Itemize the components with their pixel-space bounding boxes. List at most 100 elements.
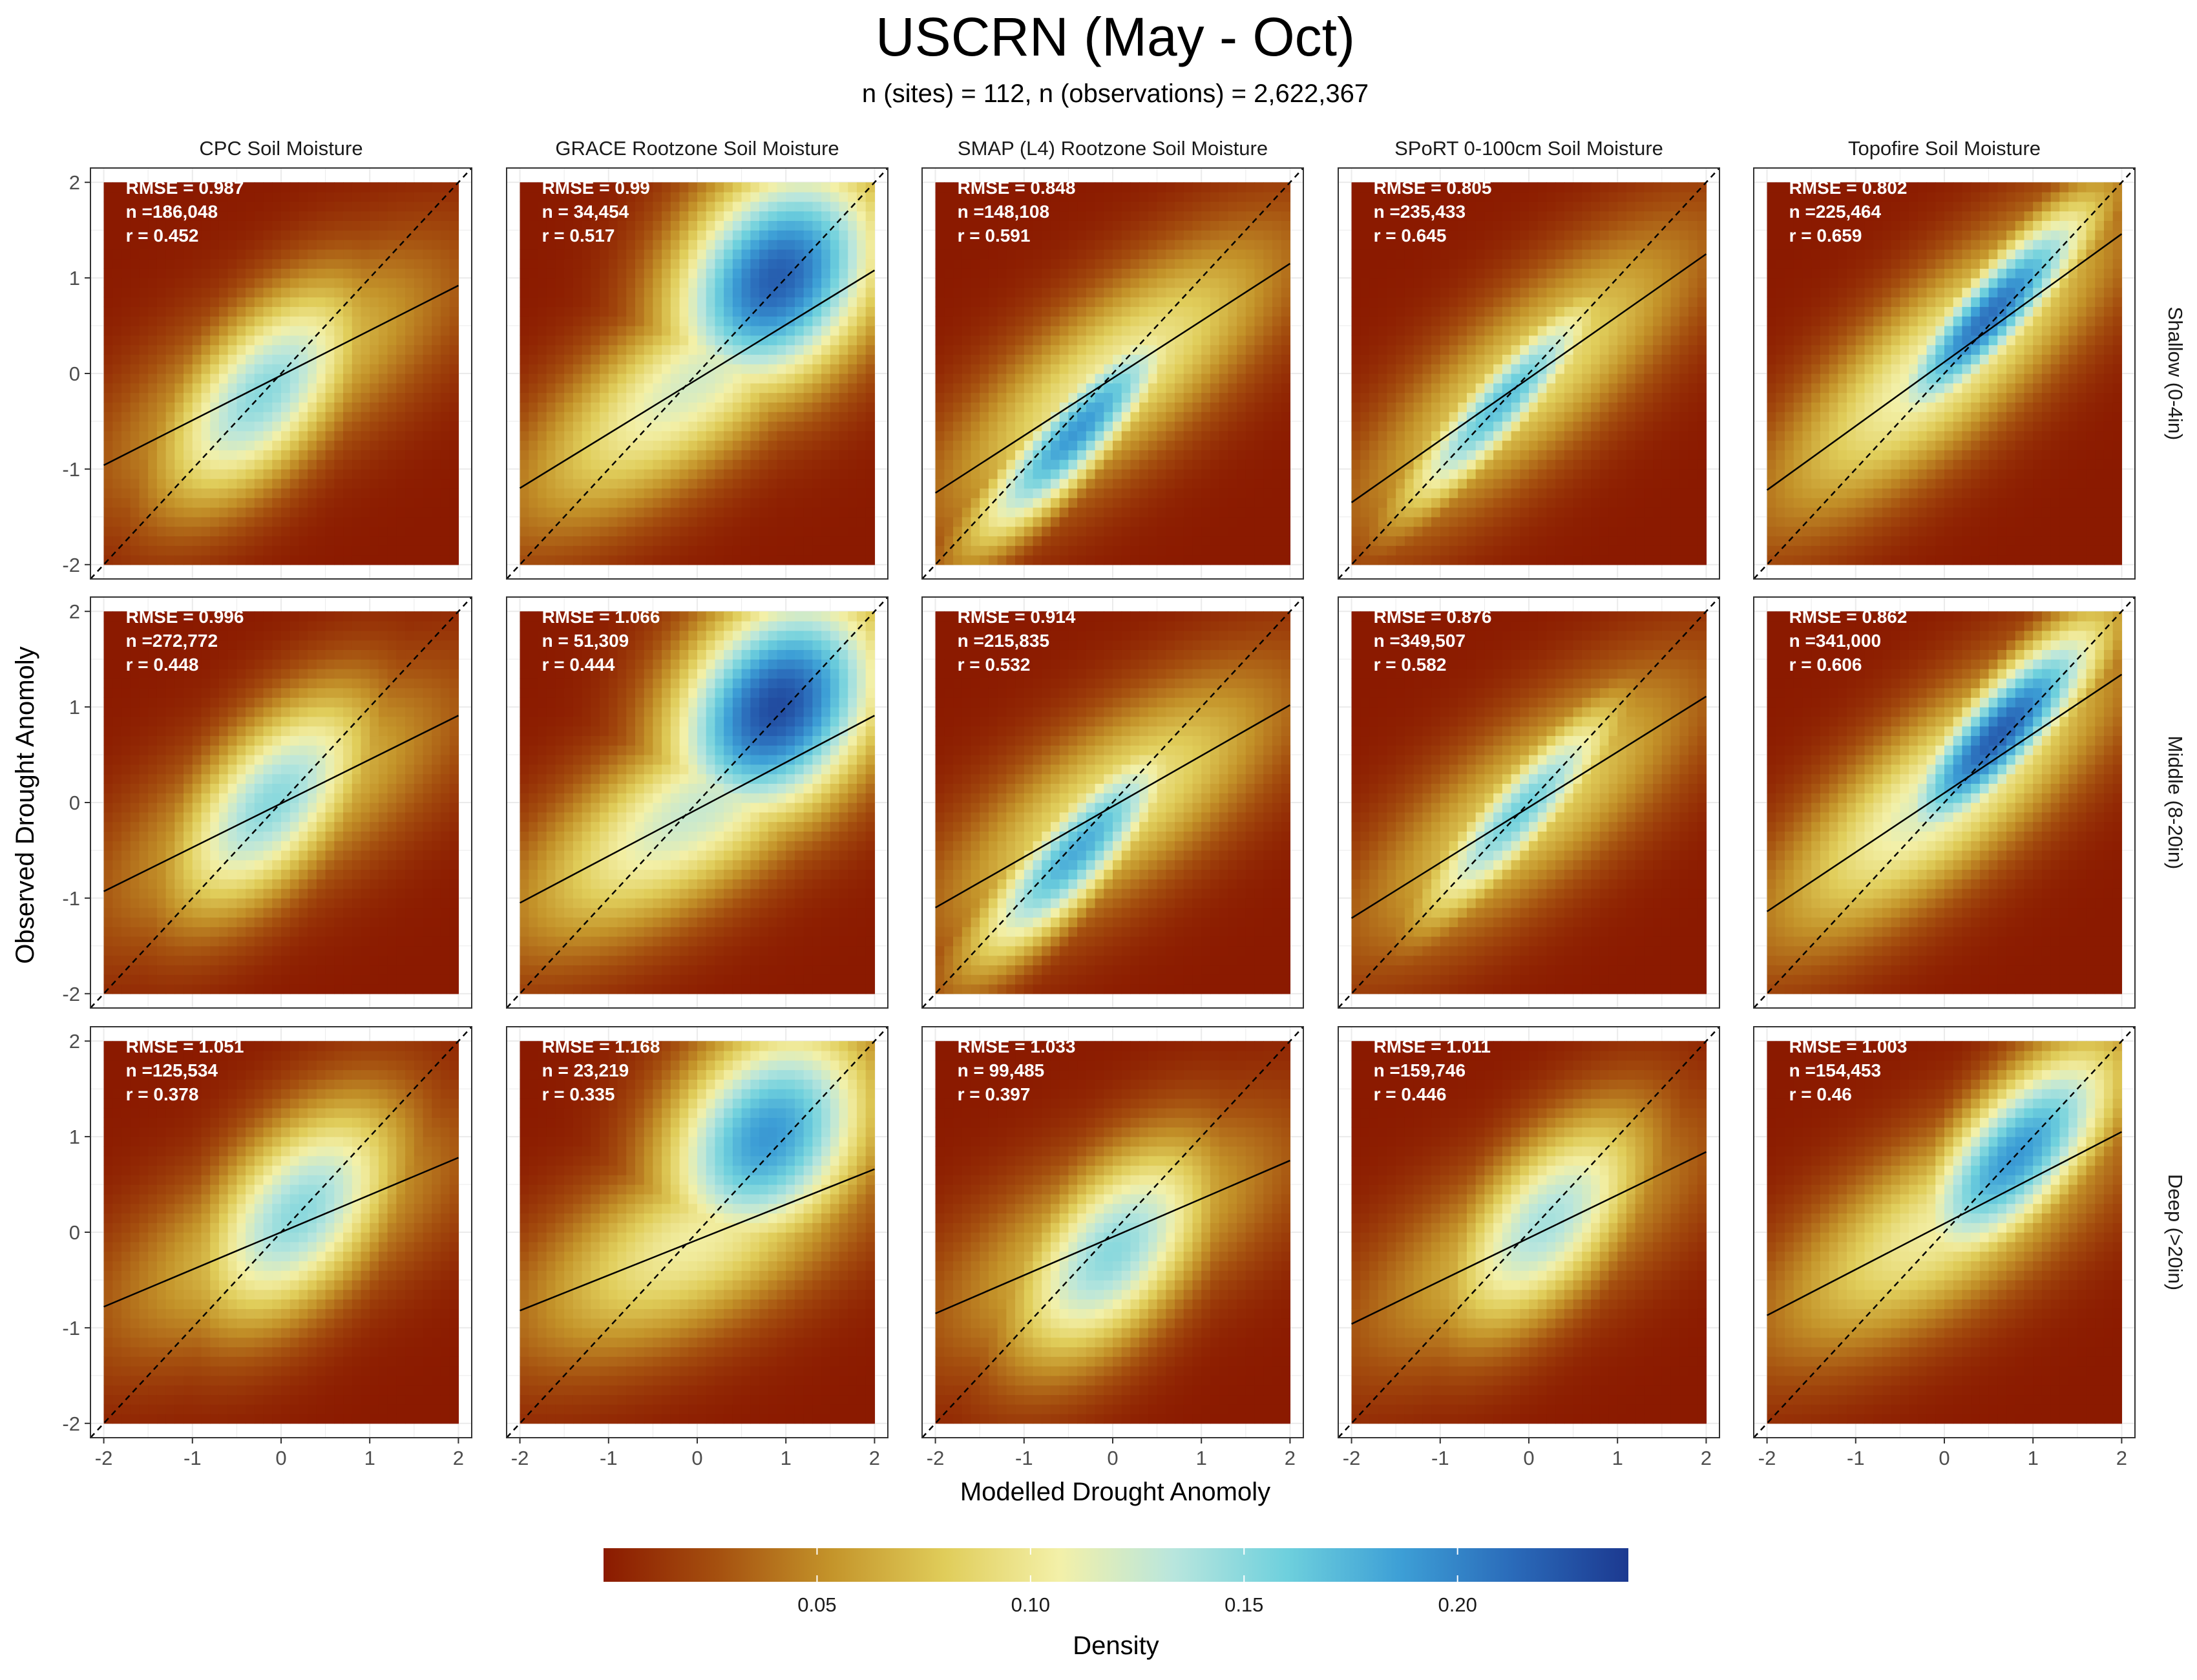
density-cell bbox=[944, 441, 953, 450]
density-cell bbox=[343, 555, 352, 565]
density-cell bbox=[334, 316, 343, 326]
density-cell bbox=[962, 545, 971, 555]
density-cell bbox=[759, 230, 768, 240]
density-cell bbox=[1095, 364, 1104, 373]
density-cell bbox=[1104, 202, 1113, 211]
density-cell bbox=[812, 383, 821, 393]
density-cell bbox=[609, 373, 618, 383]
density-cell bbox=[653, 306, 662, 316]
density-cell bbox=[228, 306, 237, 316]
density-cell bbox=[980, 335, 989, 345]
density-cell bbox=[246, 335, 255, 345]
density-cell bbox=[1175, 288, 1184, 297]
density-cell bbox=[396, 345, 405, 355]
density-cell bbox=[1130, 517, 1139, 527]
density-cell bbox=[1042, 402, 1051, 412]
density-cell bbox=[671, 431, 680, 441]
density-cell bbox=[547, 412, 556, 421]
density-cell bbox=[1015, 259, 1024, 269]
density-cell bbox=[971, 288, 980, 297]
density-cell bbox=[1255, 373, 1264, 383]
density-cell bbox=[742, 220, 751, 230]
density-cell bbox=[866, 421, 875, 431]
density-cell bbox=[1272, 316, 1281, 326]
density-cell bbox=[1360, 393, 1369, 403]
density-cell bbox=[396, 230, 405, 240]
density-cell bbox=[1263, 335, 1272, 345]
density-cell bbox=[600, 412, 609, 421]
density-cell bbox=[1024, 297, 1033, 307]
density-cell bbox=[148, 536, 157, 545]
density-cell bbox=[1272, 373, 1281, 383]
density-cell bbox=[936, 202, 945, 211]
density-cell bbox=[1192, 364, 1201, 373]
density-cell bbox=[555, 412, 564, 421]
density-cell bbox=[830, 469, 839, 479]
density-cell bbox=[1237, 402, 1246, 412]
density-cell bbox=[786, 335, 795, 345]
density-cell bbox=[733, 288, 742, 297]
density-cell bbox=[750, 450, 759, 459]
density-cell bbox=[759, 278, 768, 288]
density-cell bbox=[777, 431, 786, 441]
density-cell bbox=[786, 240, 795, 249]
density-cell bbox=[662, 268, 671, 278]
density-cell bbox=[1060, 383, 1069, 393]
density-cell bbox=[715, 192, 724, 202]
density-cell bbox=[210, 326, 219, 335]
density-cell bbox=[1175, 220, 1184, 230]
density-cell bbox=[600, 517, 609, 527]
density-cell bbox=[1042, 479, 1051, 488]
density-cell bbox=[290, 450, 299, 459]
density-cell bbox=[1033, 306, 1042, 316]
density-cell bbox=[131, 488, 140, 498]
density-cell bbox=[148, 498, 157, 507]
density-cell bbox=[821, 545, 830, 555]
density-cell bbox=[998, 297, 1007, 307]
density-cell bbox=[662, 364, 671, 373]
density-cell bbox=[529, 555, 538, 565]
density-cell bbox=[352, 421, 361, 431]
density-cell bbox=[635, 498, 644, 507]
density-cell bbox=[352, 220, 361, 230]
density-cell bbox=[733, 230, 742, 240]
density-cell bbox=[830, 507, 839, 517]
density-cell bbox=[547, 364, 556, 373]
density-cell bbox=[962, 297, 971, 307]
density-cell bbox=[857, 345, 866, 355]
density-cell bbox=[680, 335, 689, 345]
density-cell bbox=[555, 441, 564, 450]
density-cell bbox=[980, 259, 989, 269]
density-cell bbox=[228, 545, 237, 555]
density-cell bbox=[706, 230, 715, 240]
density-cell bbox=[432, 412, 441, 421]
density-cell bbox=[202, 354, 211, 364]
density-cell bbox=[804, 545, 813, 555]
density-cell bbox=[388, 202, 397, 211]
density-cell bbox=[121, 354, 131, 364]
density-cell bbox=[1060, 240, 1069, 249]
density-cell bbox=[750, 202, 759, 211]
density-cell bbox=[255, 498, 264, 507]
density-cell bbox=[1166, 479, 1175, 488]
density-cell bbox=[432, 240, 441, 249]
density-cell bbox=[272, 316, 281, 326]
density-cell bbox=[405, 202, 414, 211]
density-cell bbox=[635, 335, 644, 345]
density-cell bbox=[680, 450, 689, 459]
density-cell bbox=[281, 383, 290, 393]
density-cell bbox=[980, 402, 989, 412]
density-cell bbox=[671, 421, 680, 431]
density-cell bbox=[742, 259, 751, 269]
density-cell bbox=[219, 469, 228, 479]
density-cell bbox=[281, 527, 290, 536]
density-cell bbox=[255, 412, 264, 421]
density-cell bbox=[157, 402, 166, 412]
density-cell bbox=[1166, 393, 1175, 403]
density-cell bbox=[866, 335, 875, 345]
density-cell bbox=[441, 211, 450, 221]
density-cell bbox=[396, 335, 405, 345]
density-cell bbox=[1281, 364, 1290, 373]
density-cell bbox=[953, 517, 962, 527]
density-cell bbox=[1024, 441, 1033, 450]
